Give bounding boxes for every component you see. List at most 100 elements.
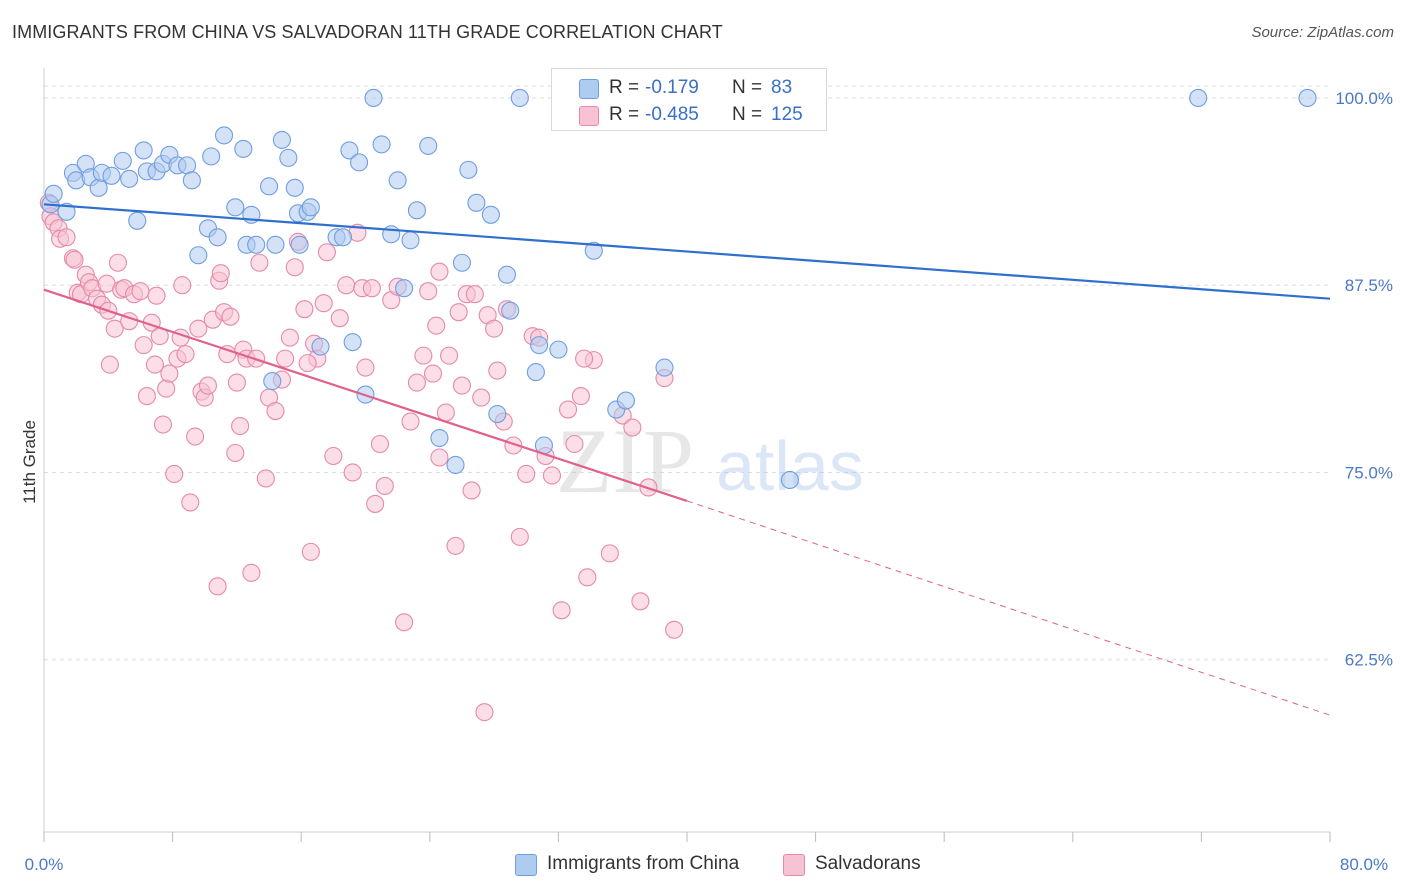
data-point-china bbox=[584, 241, 603, 260]
data-point-china bbox=[44, 184, 63, 203]
data-point-salvadorans bbox=[542, 466, 562, 485]
data-point-salvadorans bbox=[427, 316, 446, 335]
data-point-salvadorans bbox=[198, 376, 218, 395]
data-point-salvadorans bbox=[208, 577, 227, 596]
bottom-legend-swatch-salvadorans bbox=[783, 854, 805, 876]
data-point-salvadorans bbox=[173, 276, 192, 295]
data-point-china bbox=[501, 301, 520, 320]
data-point-china bbox=[120, 169, 139, 188]
data-point-salvadorans bbox=[276, 349, 295, 368]
data-point-salvadorans bbox=[256, 469, 275, 488]
data-point-china bbox=[214, 126, 234, 145]
data-point-salvadorans bbox=[395, 613, 414, 632]
data-point-salvadorans bbox=[157, 379, 176, 398]
data-point-china bbox=[419, 136, 438, 155]
data-point-salvadorans bbox=[242, 563, 261, 582]
legend-n-value: 83 bbox=[771, 77, 793, 98]
y-tick-label: 87.5% bbox=[1345, 276, 1393, 295]
legend-r-label: R = bbox=[609, 77, 640, 98]
data-point-salvadorans bbox=[370, 434, 390, 454]
data-point-salvadorans bbox=[407, 373, 426, 392]
data-point-china bbox=[102, 166, 121, 185]
data-point-china bbox=[311, 337, 330, 356]
legend-row-china: R = -0.179 N = 83 bbox=[552, 75, 826, 101]
data-point-salvadorans bbox=[375, 476, 394, 496]
data-point-china bbox=[182, 171, 201, 190]
data-point-china bbox=[189, 246, 208, 265]
y-tick-label: 100.0% bbox=[1335, 89, 1393, 108]
data-point-china bbox=[395, 279, 414, 298]
bottom-legend-label-salvadorans: Salvadorans bbox=[815, 853, 921, 874]
data-point-salvadorans bbox=[475, 703, 494, 722]
data-point-salvadorans bbox=[517, 464, 536, 484]
data-point-china bbox=[333, 228, 353, 247]
data-point-china bbox=[364, 88, 383, 108]
data-point-china bbox=[272, 130, 291, 149]
legend-r-label: R = bbox=[609, 104, 640, 125]
data-point-salvadorans bbox=[176, 345, 195, 364]
data-point-salvadorans bbox=[57, 228, 76, 247]
data-point-china bbox=[510, 88, 529, 108]
data-point-china bbox=[202, 147, 221, 166]
data-point-salvadorans bbox=[221, 307, 240, 326]
data-point-salvadorans bbox=[600, 544, 619, 563]
data-point-salvadorans bbox=[330, 309, 349, 328]
data-point-china bbox=[340, 141, 359, 160]
data-point-salvadorans bbox=[280, 328, 299, 347]
y-tick-label: 75.0% bbox=[1345, 463, 1393, 482]
data-point-salvadorans bbox=[423, 364, 443, 383]
data-point-china bbox=[1189, 88, 1208, 108]
data-point-salvadorans bbox=[147, 286, 166, 305]
y-tick-labels: 62.5% 75.0% 87.5% 100.0% bbox=[1335, 89, 1393, 670]
series-china bbox=[41, 88, 1317, 490]
data-point-salvadorans bbox=[145, 355, 164, 374]
data-point-salvadorans bbox=[285, 258, 304, 277]
trend-line-salvadorans-extension bbox=[686, 500, 1331, 716]
data-point-salvadorans bbox=[181, 493, 200, 512]
data-point-salvadorans bbox=[465, 285, 484, 304]
data-point-salvadorans bbox=[362, 279, 381, 298]
data-point-salvadorans bbox=[317, 243, 336, 262]
data-point-china bbox=[343, 333, 362, 352]
data-point-salvadorans bbox=[137, 387, 156, 406]
legend-swatch-china bbox=[579, 79, 599, 99]
data-point-china bbox=[301, 198, 320, 217]
data-point-salvadorans bbox=[250, 253, 269, 272]
bottom-legend-label-china: Immigrants from China bbox=[547, 853, 740, 874]
data-point-salvadorans bbox=[436, 403, 455, 422]
data-point-salvadorans bbox=[472, 388, 491, 407]
data-point-china bbox=[134, 141, 153, 160]
data-point-china bbox=[259, 177, 279, 196]
data-point-china bbox=[452, 253, 472, 272]
x-tick-labels: 0.0% 80.0% bbox=[25, 855, 1388, 874]
data-point-china bbox=[780, 470, 799, 490]
data-point-china bbox=[497, 265, 517, 284]
data-point-salvadorans bbox=[575, 349, 594, 368]
data-point-china bbox=[128, 211, 147, 230]
legend-r-value: -0.179 bbox=[645, 77, 699, 98]
data-point-china bbox=[226, 198, 245, 217]
data-point-salvadorans bbox=[578, 568, 597, 587]
trend-lines bbox=[43, 203, 1331, 716]
legend-swatch-salvadorans bbox=[579, 106, 599, 126]
legend-row-salvadorans: R = -0.485 N = 125 bbox=[552, 102, 826, 128]
data-point-china bbox=[526, 363, 545, 382]
bottom-legend-swatch-china bbox=[515, 854, 537, 876]
legend-box: R = -0.179 N = 83 R = -0.485 N = 125 bbox=[551, 68, 827, 131]
data-point-salvadorans bbox=[189, 319, 208, 338]
data-point-china bbox=[446, 455, 465, 475]
data-point-china bbox=[430, 428, 449, 448]
data-point-salvadorans bbox=[356, 358, 375, 377]
grid-lines bbox=[44, 85, 1330, 661]
data-point-china bbox=[234, 139, 253, 158]
data-point-salvadorans bbox=[665, 620, 684, 639]
data-point-salvadorans bbox=[552, 601, 571, 620]
data-point-china bbox=[388, 171, 407, 190]
data-point-salvadorans bbox=[314, 294, 333, 313]
data-point-salvadorans bbox=[211, 264, 230, 283]
data-point-salvadorans bbox=[298, 354, 317, 373]
data-point-salvadorans bbox=[440, 346, 459, 365]
data-point-salvadorans bbox=[623, 418, 642, 437]
source-label: Source: ZipAtlas.com bbox=[1251, 24, 1394, 41]
